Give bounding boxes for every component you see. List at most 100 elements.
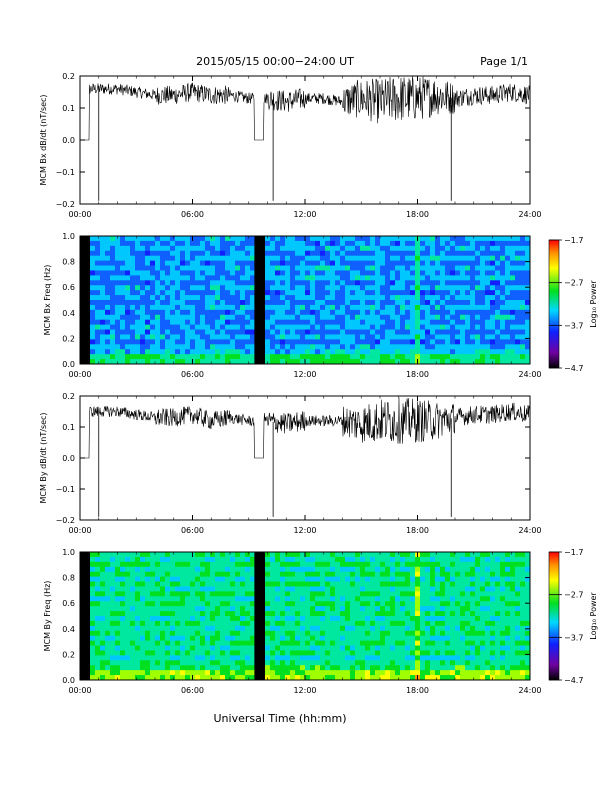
spectrogram-cell	[145, 591, 151, 597]
spectrogram-cell	[460, 250, 466, 257]
spectrogram-cell	[500, 606, 506, 612]
spectrogram-cell	[370, 675, 376, 681]
spectrogram-cell	[105, 359, 111, 365]
spectrogram-cell	[215, 245, 221, 252]
spectrogram-cell	[485, 591, 491, 597]
spectrogram-cell	[370, 265, 376, 271]
spectrogram-cell	[200, 620, 206, 627]
spectrogram-cell	[355, 606, 361, 612]
spectrogram-cell	[320, 250, 326, 257]
spectrogram-cell	[515, 596, 521, 602]
spectrogram-cell	[100, 304, 106, 311]
spectrogram-cell	[395, 576, 401, 582]
spectrogram-cell	[460, 650, 466, 656]
spectrogram-cell	[370, 324, 376, 330]
spectrogram-cell	[110, 300, 116, 306]
spectrogram-cell	[345, 344, 351, 350]
spectrogram-cell	[100, 309, 106, 316]
spectrogram-cell	[415, 640, 421, 646]
spectrogram-cell	[95, 620, 101, 627]
spectrogram-cell	[175, 675, 181, 681]
spectrogram-cell	[500, 576, 506, 582]
spectrogram-cell	[100, 576, 106, 582]
spectrogram-cell	[145, 571, 151, 578]
spectrogram-cell	[230, 344, 236, 350]
spectrogram-cell	[525, 561, 531, 568]
spectrogram-cell	[365, 255, 371, 262]
spectrogram-cell	[210, 640, 216, 646]
spectrogram-cell	[205, 645, 211, 651]
spectrogram-cell	[445, 586, 451, 592]
spectrogram-cell	[455, 270, 461, 276]
spectrogram-cell	[240, 250, 246, 257]
spectrogram-cell	[395, 596, 401, 602]
spectrogram-cell	[240, 596, 246, 602]
spectrogram-cell	[430, 334, 436, 340]
spectrogram-cell	[410, 581, 416, 587]
spectrogram-cell	[130, 571, 136, 578]
spectrogram-cell	[470, 620, 476, 627]
spectrogram-cell	[295, 630, 301, 637]
spectrogram-cell	[105, 334, 111, 340]
spectrogram-cell	[305, 260, 311, 266]
spectrogram-cell	[250, 250, 256, 257]
spectrogram-cell	[280, 561, 286, 568]
spectrogram-cell	[415, 576, 421, 582]
spectrogram-cell	[150, 319, 156, 326]
spectrogram-cell	[370, 635, 376, 642]
spectrogram-cell	[155, 285, 161, 291]
spectrogram-cell	[465, 329, 471, 335]
spectrogram-cell	[110, 295, 116, 301]
spectrogram-cell	[435, 339, 441, 345]
spectrogram-cell	[510, 616, 516, 622]
spectrogram-cell	[230, 334, 236, 340]
spectrogram-cell	[80, 556, 86, 563]
spectrogram-cell	[185, 591, 191, 597]
spectrogram-cell	[200, 265, 206, 271]
spectrogram-cell	[310, 260, 316, 266]
spectrogram-cell	[230, 309, 236, 316]
spectrogram-cell	[460, 275, 466, 281]
spectrogram-cell	[340, 616, 346, 622]
spectrogram-cell	[405, 250, 411, 257]
spectrogram-cell	[455, 675, 461, 681]
spectrogram-cell	[435, 665, 441, 671]
spectrogram-cell	[100, 270, 106, 276]
spectrogram-cell	[435, 670, 441, 676]
spectrogram-cell	[445, 349, 451, 355]
spectrogram-cell	[245, 309, 251, 316]
spectrogram-cell	[170, 635, 176, 642]
spectrogram-cell	[250, 265, 256, 271]
spectrogram-cell	[305, 339, 311, 345]
spectrogram-cell	[405, 665, 411, 671]
spectrogram-cell	[455, 566, 461, 573]
spectrogram-cell	[445, 552, 451, 558]
spectrogram-cell	[225, 581, 231, 587]
spectrogram-cell	[280, 236, 286, 242]
spectrogram-cell	[315, 280, 321, 286]
spectrogram-cell	[385, 635, 391, 642]
spectrogram-cell	[485, 576, 491, 582]
spectrogram-cell	[440, 344, 446, 350]
spectrogram-cell	[105, 255, 111, 262]
spectrogram-cell	[480, 334, 486, 340]
spectrogram-cell	[525, 556, 531, 563]
spectrogram-cell	[500, 285, 506, 291]
spectrogram-cell	[110, 596, 116, 602]
spectrogram-cell	[395, 630, 401, 637]
spectrogram-cell	[180, 606, 186, 612]
spectrogram-cell	[90, 616, 96, 622]
spectrogram-cell	[515, 285, 521, 291]
spectrogram-cell	[200, 349, 206, 355]
spectrogram-cell	[355, 236, 361, 242]
spectrogram-cell	[400, 670, 406, 676]
spectrogram-cell	[345, 591, 351, 597]
spectrogram-cell	[90, 260, 96, 266]
spectrogram-cell	[200, 319, 206, 326]
spectrogram-cell	[430, 359, 436, 365]
spectrogram-cell	[155, 655, 161, 661]
data-gap	[261, 236, 265, 364]
spectrogram-cell	[525, 236, 531, 242]
spectrogram-cell	[110, 265, 116, 271]
spectrogram-cell	[170, 275, 176, 281]
